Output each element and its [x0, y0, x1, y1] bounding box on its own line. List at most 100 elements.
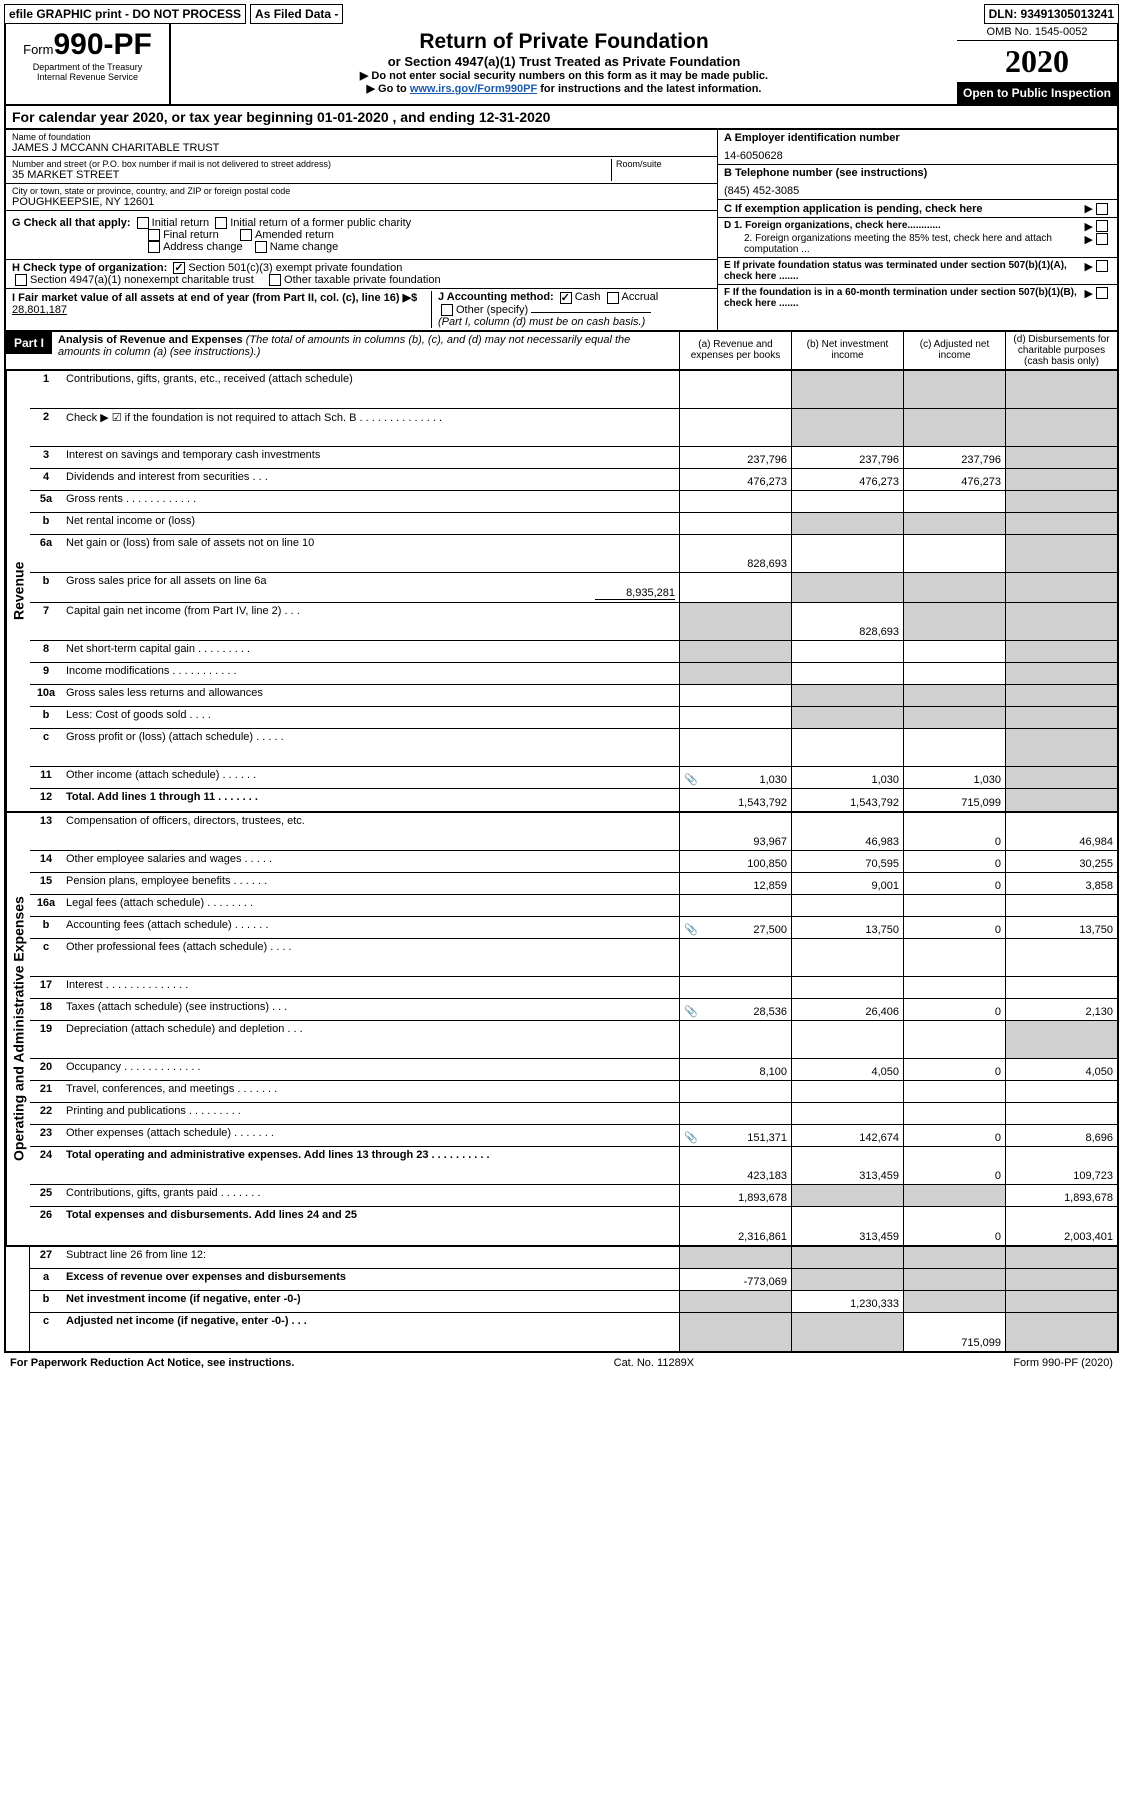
line-12: 12Total. Add lines 1 through 11 . . . . … — [30, 789, 1117, 811]
exemption-pending-checkbox[interactable] — [1096, 203, 1108, 215]
cell-b: 70,595 — [791, 851, 903, 872]
cell-b — [791, 977, 903, 998]
cell-c — [903, 707, 1005, 728]
cell-d — [1005, 513, 1117, 534]
cell-a: 1,893,678 — [679, 1185, 791, 1206]
status-terminated-checkbox[interactable] — [1096, 260, 1108, 272]
cell-a: 📎27,500 — [679, 917, 791, 938]
line-label: Compensation of officers, directors, tru… — [62, 813, 679, 850]
line-b: bAccounting fees (attach schedule) . . .… — [30, 917, 1117, 939]
cell-b: 26,406 — [791, 999, 903, 1020]
cell-c — [903, 1291, 1005, 1312]
arrow-icon: ▶ — [1085, 260, 1093, 282]
final-return-checkbox[interactable] — [148, 229, 160, 241]
line-label: Printing and publications . . . . . . . … — [62, 1103, 679, 1124]
cell-a — [679, 603, 791, 640]
dept-irs: Internal Revenue Service — [10, 72, 165, 82]
line-label: Contributions, gifts, grants paid . . . … — [62, 1185, 679, 1206]
cell-c — [903, 663, 1005, 684]
cell-a — [679, 573, 791, 602]
amended-return-checkbox[interactable] — [240, 229, 252, 241]
cell-c: 0 — [903, 1059, 1005, 1080]
line-label: Taxes (attach schedule) (see instruction… — [62, 999, 679, 1020]
cell-d — [1005, 1269, 1117, 1290]
arrow-icon: ▶ — [1085, 287, 1093, 309]
line-b: bNet investment income (if negative, ent… — [30, 1291, 1117, 1313]
cell-c — [903, 895, 1005, 916]
line-20: 20Occupancy . . . . . . . . . . . . .8,1… — [30, 1059, 1117, 1081]
attachment-icon[interactable]: 📎 — [684, 773, 698, 786]
initial-public-checkbox[interactable] — [215, 217, 227, 229]
line-number: 2 — [30, 409, 62, 446]
cell-b — [791, 707, 903, 728]
accrual-checkbox[interactable] — [607, 292, 619, 304]
summary-table: 27Subtract line 26 from line 12:aExcess … — [4, 1247, 1119, 1353]
line-number: 13 — [30, 813, 62, 850]
line-number: 4 — [30, 469, 62, 490]
irs-link[interactable]: www.irs.gov/Form990PF — [410, 83, 537, 95]
501c3-checkbox[interactable] — [173, 262, 185, 274]
line-1: 1Contributions, gifts, grants, etc., rec… — [30, 371, 1117, 409]
line-15: 15Pension plans, employee benefits . . .… — [30, 873, 1117, 895]
cell-d — [1005, 767, 1117, 788]
cell-b: 1,230,333 — [791, 1291, 903, 1312]
cell-d: 13,750 — [1005, 917, 1117, 938]
cell-a — [679, 513, 791, 534]
address-change-checkbox[interactable] — [148, 241, 160, 253]
open-public-badge: Open to Public Inspection — [957, 82, 1117, 104]
dept-treasury: Department of the Treasury — [10, 62, 165, 72]
cell-c — [903, 977, 1005, 998]
cell-a: 1,543,792 — [679, 789, 791, 811]
cell-b: 9,001 — [791, 873, 903, 894]
85pct-checkbox[interactable] — [1096, 233, 1108, 245]
initial-return-checkbox[interactable] — [137, 217, 149, 229]
cell-c: 0 — [903, 1207, 1005, 1245]
cell-c — [903, 641, 1005, 662]
line-number: a — [30, 1269, 62, 1290]
name-change-checkbox[interactable] — [255, 241, 267, 253]
col-b-header: (b) Net investment income — [791, 332, 903, 369]
line-label: Travel, conferences, and meetings . . . … — [62, 1081, 679, 1102]
cell-a: 93,967 — [679, 813, 791, 850]
line-number: 21 — [30, 1081, 62, 1102]
cell-c: 1,030 — [903, 767, 1005, 788]
4947a1-checkbox[interactable] — [15, 274, 27, 286]
line-number: 6a — [30, 535, 62, 572]
attachment-icon[interactable]: 📎 — [684, 923, 698, 936]
fmv-value: 28,801,187 — [12, 304, 67, 316]
cell-c: 0 — [903, 1125, 1005, 1146]
part1-title: Analysis of Revenue and Expenses — [58, 334, 243, 346]
cell-b — [791, 371, 903, 408]
cash-checkbox[interactable] — [560, 292, 572, 304]
cell-d — [1005, 789, 1117, 811]
foreign-org-checkbox[interactable] — [1096, 220, 1108, 232]
line-b: bGross sales price for all assets on lin… — [30, 573, 1117, 603]
goto-pre: ▶ Go to — [367, 83, 410, 95]
form-number: 990-PF — [53, 28, 151, 61]
line-6a: 6aNet gain or (loss) from sale of assets… — [30, 535, 1117, 573]
top-bar: efile GRAPHIC print - DO NOT PROCESS As … — [4, 4, 1119, 24]
cell-b: 1,030 — [791, 767, 903, 788]
foundation-name: JAMES J MCCANN CHARITABLE TRUST — [12, 142, 711, 154]
arrow-icon: ▶ — [1085, 220, 1093, 233]
attachment-icon[interactable]: 📎 — [684, 1131, 698, 1144]
cell-a — [679, 939, 791, 976]
cell-b — [791, 1269, 903, 1290]
attachment-icon[interactable]: 📎 — [684, 1005, 698, 1018]
paperwork-notice: For Paperwork Reduction Act Notice, see … — [10, 1357, 294, 1369]
line-label: Income modifications . . . . . . . . . .… — [62, 663, 679, 684]
line-number: 11 — [30, 767, 62, 788]
line-3: 3Interest on savings and temporary cash … — [30, 447, 1117, 469]
cell-d — [1005, 1081, 1117, 1102]
other-taxable-checkbox[interactable] — [269, 274, 281, 286]
line-number: 25 — [30, 1185, 62, 1206]
line-22: 22Printing and publications . . . . . . … — [30, 1103, 1117, 1125]
j-label: J Accounting method: — [438, 291, 554, 303]
line-14: 14Other employee salaries and wages . . … — [30, 851, 1117, 873]
other-accounting-checkbox[interactable] — [441, 304, 453, 316]
d1-label: D 1. Foreign organizations, check here..… — [724, 220, 1085, 233]
calendar-year-line: For calendar year 2020, or tax year begi… — [4, 106, 1119, 130]
line-b: bLess: Cost of goods sold . . . . — [30, 707, 1117, 729]
goto-post: for instructions and the latest informat… — [537, 83, 761, 95]
60month-checkbox[interactable] — [1096, 287, 1108, 299]
